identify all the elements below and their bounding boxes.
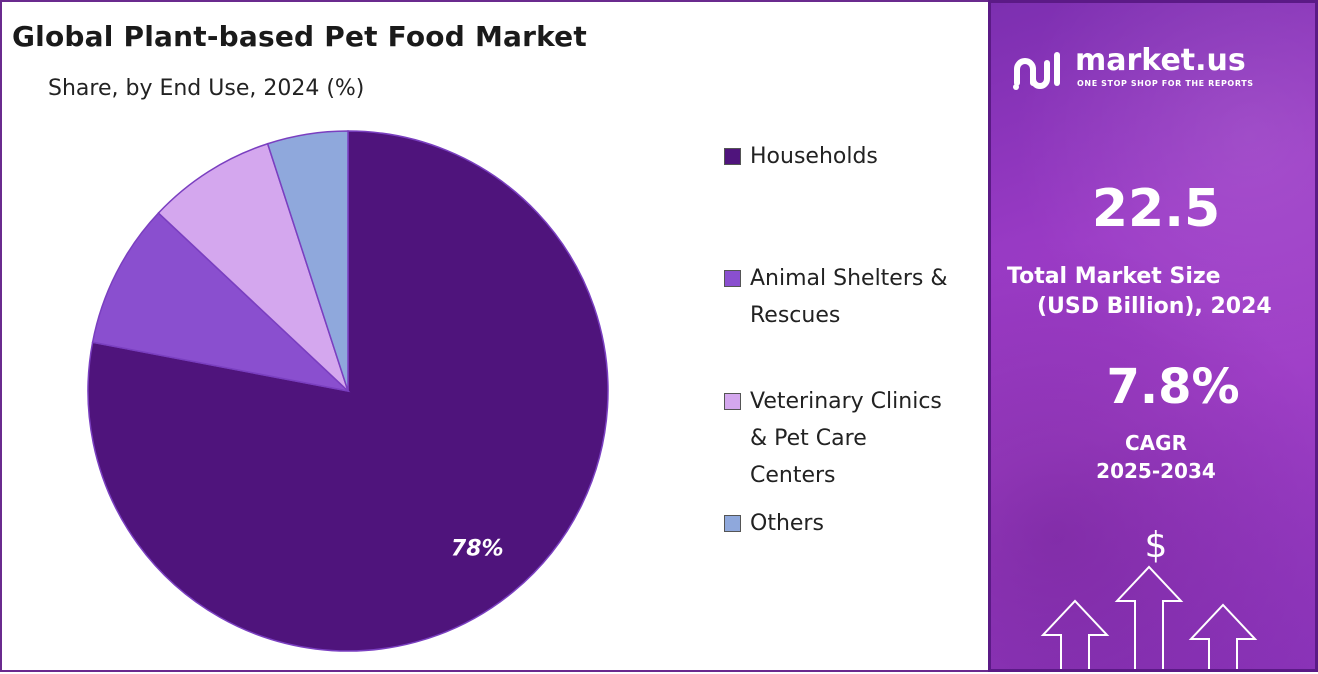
chart-subtitle: Share, by End Use, 2024 (%) [48, 76, 365, 101]
market-summary-panel: market.us ONE STOP SHOP FOR THE REPORTS … [988, 0, 1318, 672]
legend-label-line: Animal Shelters & [750, 266, 948, 291]
legend-label-line: Centers [750, 463, 836, 488]
legend-label-line: Rescues [750, 303, 841, 328]
brand-name: market.us [1075, 43, 1246, 78]
legend-label-line: Households [750, 144, 878, 169]
pie-slice-2 [91, 211, 351, 393]
growth-arrows-icon [1040, 565, 1258, 669]
market-size-label-line2: (USD Billion), 2024 [1037, 294, 1272, 319]
brand-tagline: ONE STOP SHOP FOR THE REPORTS [1077, 79, 1254, 88]
legend-label-line: Veterinary Clinics [750, 389, 942, 414]
cagr-label-line2: 2025-2034 [1096, 459, 1216, 483]
legend-label-line: & Pet Care [750, 426, 867, 451]
legend-label: Veterinary Clinics & Pet Care Centers [750, 383, 942, 494]
legend-label: Animal Shelters & Rescues [750, 260, 948, 334]
pie-data-label-1: 78% [451, 536, 504, 561]
legend-swatch [724, 393, 741, 410]
chart-panel: Global Plant-based Pet Food Market Share… [0, 0, 988, 672]
legend-item-3: Veterinary Clinics & Pet Care Centers [724, 383, 986, 494]
legend-item-2: Animal Shelters & Rescues [724, 260, 986, 334]
legend-swatch [724, 148, 741, 165]
legend-item-1: Households [724, 138, 986, 175]
pie-chart: 78% [87, 130, 609, 652]
cagr-value: 7.8% [1106, 359, 1240, 415]
legend-item-4: Others [724, 505, 986, 542]
legend-label-line: Others [750, 511, 824, 536]
pie-slice-4 [266, 130, 349, 392]
chart-title: Global Plant-based Pet Food Market [12, 20, 587, 53]
cagr-label-line1: CAGR [1125, 431, 1187, 455]
pie-slice-3 [157, 142, 349, 392]
market-us-logo-icon [1013, 52, 1060, 90]
legend-swatch [724, 515, 741, 532]
legend-label: Households [750, 138, 878, 175]
dollar-icon: $ [1144, 525, 1168, 566]
market-size-label-line1: Total Market Size [1007, 264, 1221, 289]
legend-label: Others [750, 505, 824, 542]
legend-swatch [724, 270, 741, 287]
market-size-value: 22.5 [1091, 179, 1221, 239]
brand-logo: market.us ONE STOP SHOP FOR THE REPORTS [1013, 43, 1303, 93]
